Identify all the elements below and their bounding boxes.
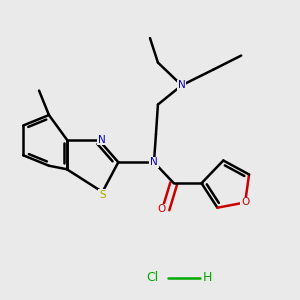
Text: N: N: [178, 80, 186, 90]
Text: Cl: Cl: [146, 271, 158, 284]
Text: H: H: [203, 271, 212, 284]
Text: N: N: [150, 157, 158, 167]
Text: N: N: [98, 134, 106, 145]
Text: S: S: [99, 190, 106, 200]
Text: O: O: [241, 197, 249, 208]
Text: O: O: [157, 204, 165, 214]
